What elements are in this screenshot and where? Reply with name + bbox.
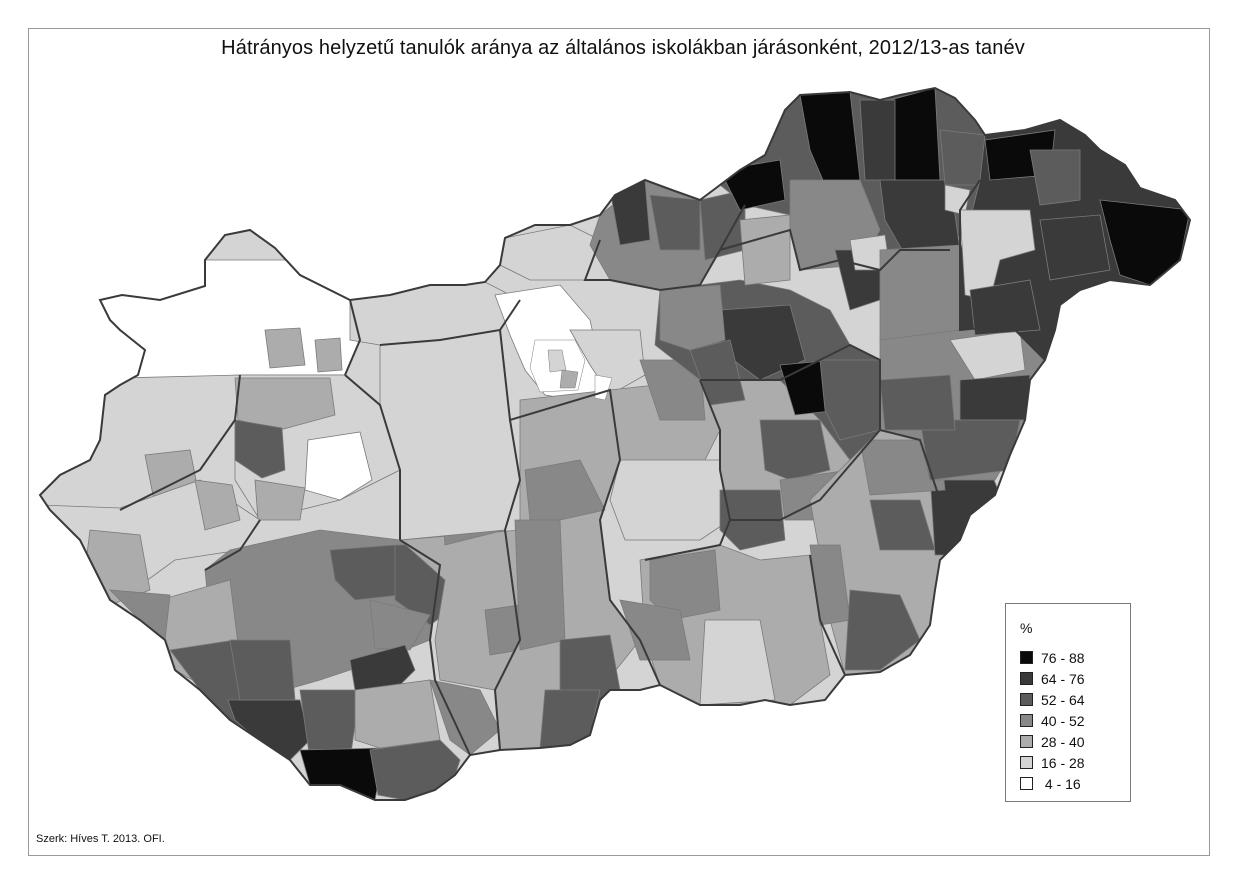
legend-label: 52 - 64 (1041, 691, 1085, 708)
legend-swatch (1020, 777, 1033, 790)
legend-item: 76 - 88 (1020, 648, 1085, 667)
legend-swatch (1020, 672, 1033, 685)
legend-label: 76 - 88 (1041, 649, 1085, 666)
legend-item: 64 - 76 (1020, 669, 1085, 688)
legend-swatch (1020, 714, 1033, 727)
legend-item: 40 - 52 (1020, 711, 1085, 730)
legend-label: 64 - 76 (1041, 670, 1085, 687)
legend-label: 28 - 40 (1041, 733, 1085, 750)
legend-swatch (1020, 693, 1033, 706)
map-legend: % 76 - 88 64 - 76 52 - 64 40 - 52 28 - 4… (1005, 603, 1131, 802)
legend-label: 16 - 28 (1041, 754, 1085, 771)
legend-label: 4 - 16 (1041, 775, 1081, 792)
legend-item: 52 - 64 (1020, 690, 1085, 709)
legend-label: 40 - 52 (1041, 712, 1085, 729)
legend-item: 28 - 40 (1020, 732, 1085, 751)
legend-swatch (1020, 756, 1033, 769)
legend-swatch (1020, 735, 1033, 748)
map-title: Hátrányos helyzetű tanulók aránya az ált… (221, 37, 1025, 59)
map-credit: Szerk: Híves T. 2013. OFI. (36, 833, 165, 845)
legend-item: 4 - 16 (1020, 774, 1081, 793)
legend-swatch (1020, 651, 1033, 664)
county-boundaries (119, 179, 1046, 756)
legend-unit: % (1020, 620, 1033, 636)
legend-item: 16 - 28 (1020, 753, 1085, 772)
